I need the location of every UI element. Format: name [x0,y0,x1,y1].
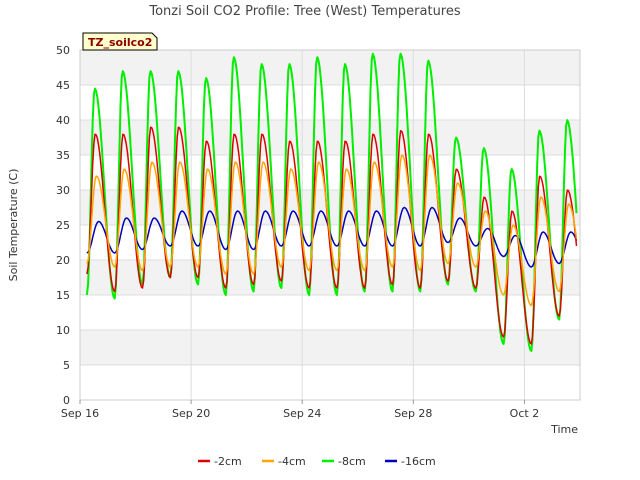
x-tick-label: Sep 24 [283,407,321,420]
x-axis: Sep 16 Sep 20 Sep 24 Sep 28 Oct 2 [61,400,539,420]
y-tick-label: 40 [56,114,70,127]
plot-frame [79,49,581,401]
y-axis: 0 5 10 15 20 25 30 35 40 45 50 [56,44,70,407]
badge-label: TZ_soilco2 [88,36,152,49]
legend: -2cm -4cm -8cm -16cm [198,455,436,468]
legend-label: -2cm [214,455,242,468]
y-tick-label: 35 [56,149,70,162]
series-line--4cm [86,154,578,307]
x-tick-label: Oct 2 [510,407,540,420]
y-tick-label: 50 [56,44,70,57]
plot-band [80,50,580,85]
series-lines [85,52,578,352]
legend-label: -4cm [278,455,306,468]
y-tick-label: 0 [63,394,70,407]
plot-band [80,120,580,155]
legend-label: -16cm [401,455,436,468]
x-tick-label: Sep 28 [394,407,432,420]
x-tick-label: Sep 16 [61,407,99,420]
series-line--2cm [86,126,578,345]
plot-band [80,330,580,365]
badge: TZ_soilco2 [82,32,158,51]
y-axis-label: Soil Temperature (C) [7,169,20,282]
y-tick-label: 25 [56,219,70,232]
y-tick-label: 10 [56,324,70,337]
y-tick-label: 15 [56,289,70,302]
y-tick-label: 30 [56,184,70,197]
y-tick-label: 20 [56,254,70,267]
x-tick-label: Sep 20 [172,407,210,420]
y-tick-label: 5 [63,359,70,372]
series-line--16cm [86,206,578,268]
chart-title: Tonzi Soil CO2 Profile: Tree (West) Temp… [148,4,461,19]
y-tick-label: 45 [56,79,70,92]
legend-label: -8cm [338,455,366,468]
x-axis-label: Time [550,423,578,436]
badge-box [82,32,158,51]
